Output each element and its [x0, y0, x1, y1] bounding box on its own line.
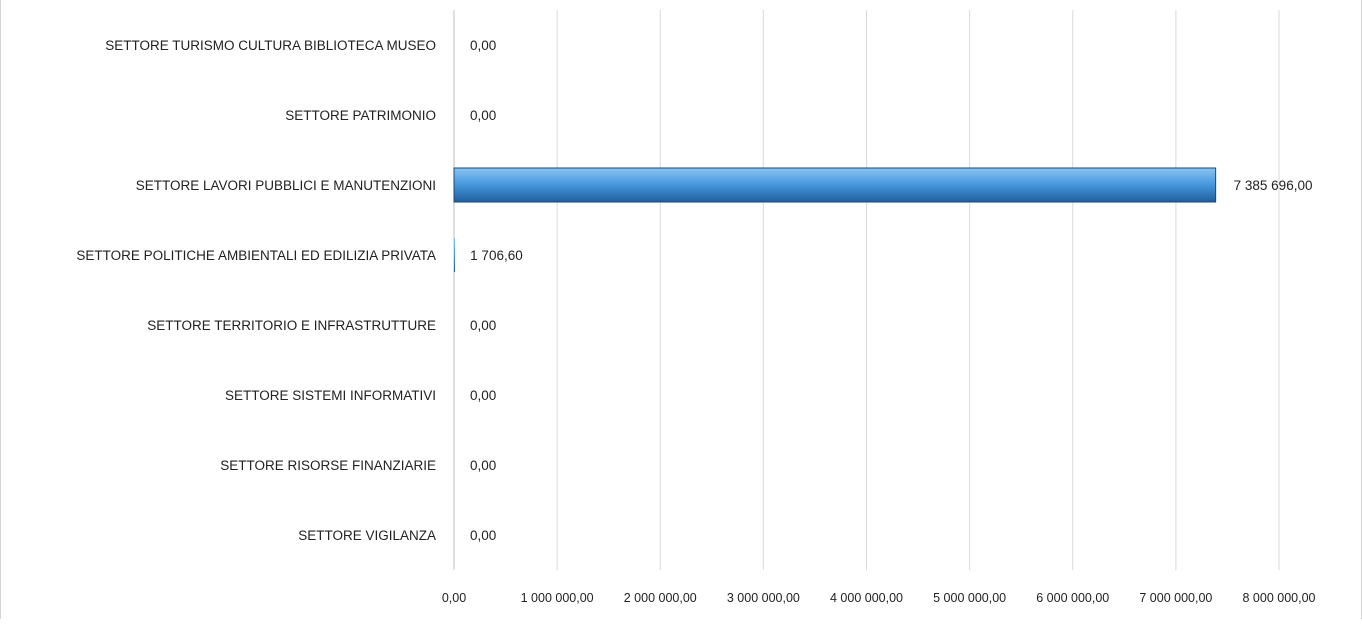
data-label: 0,00 — [470, 388, 496, 403]
category-labels: SETTORE TURISMO CULTURA BIBLIOTECA MUSEO… — [76, 38, 436, 543]
category-label: SETTORE VIGILANZA — [298, 528, 436, 543]
category-label: SETTORE POLITICHE AMBIENTALI ED EDILIZIA… — [76, 248, 436, 263]
data-label: 0,00 — [470, 318, 496, 333]
data-label: 7 385 696,00 — [1234, 178, 1313, 193]
data-label: 0,00 — [470, 458, 496, 473]
x-tick-label: 8 000 000,00 — [1243, 591, 1316, 605]
data-label: 1 706,60 — [470, 248, 523, 263]
x-tick-label: 2 000 000,00 — [624, 591, 697, 605]
x-tick-label: 4 000 000,00 — [830, 591, 903, 605]
category-label: SETTORE PATRIMONIO — [285, 108, 436, 123]
x-tick-label: 5 000 000,00 — [933, 591, 1006, 605]
category-label: SETTORE TURISMO CULTURA BIBLIOTECA MUSEO — [105, 38, 436, 53]
category-label: SETTORE LAVORI PUBBLICI E MANUTENZIONI — [136, 178, 436, 193]
data-label: 0,00 — [470, 108, 496, 123]
bars — [453, 167, 1217, 272]
x-axis-tick-labels: 0,00 1 000 000,00 2 000 000,00 3 000 000,00… — [442, 591, 1316, 605]
category-label: SETTORE RISORSE FINANZIARIE — [220, 458, 436, 473]
data-label: 0,00 — [470, 528, 496, 543]
x-tick-label: 3 000 000,00 — [727, 591, 800, 605]
category-label: SETTORE TERRITORIO E INFRASTRUTTURE — [147, 318, 436, 333]
data-labels: 0,00 0,00 7 385 696,00 1 706,60 0,00 0,00 0,00… — [470, 38, 1312, 543]
data-label: 0,00 — [470, 38, 496, 53]
gridlines — [453, 10, 1280, 570]
bar — [454, 238, 455, 272]
x-tick-label: 6 000 000,00 — [1036, 591, 1109, 605]
bar — [453, 167, 1217, 203]
x-tick-label: 0,00 — [442, 591, 466, 605]
category-label: SETTORE SISTEMI INFORMATIVI — [225, 388, 436, 403]
x-tick-label: 1 000 000,00 — [521, 591, 594, 605]
x-tick-label: 7 000 000,00 — [1139, 591, 1212, 605]
